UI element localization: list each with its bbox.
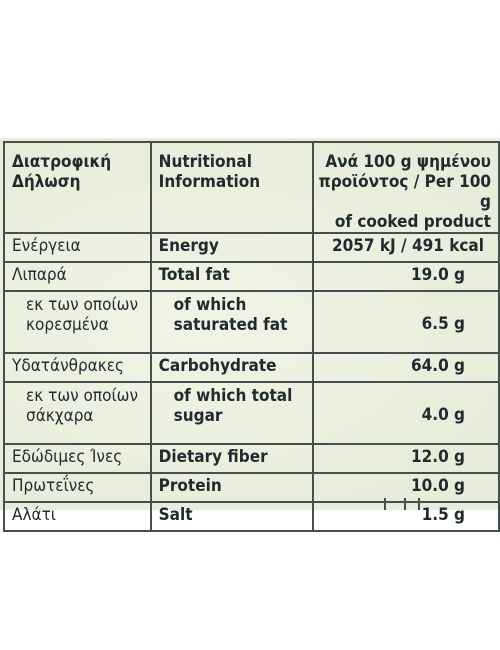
row-greek-label: Λιπαρά xyxy=(3,261,152,292)
header-greek: Διατροφική Δήλωση xyxy=(3,141,152,234)
header-per-100g: Ανά 100 g ψημένου προϊόντος / Per 100 g … xyxy=(311,141,500,234)
nutrition-table: Διατροφική Δήλωση Nutritional Informatio… xyxy=(3,141,500,532)
row-greek-label: Ενέργεια xyxy=(3,232,152,263)
row-english-label: of which saturated fat xyxy=(149,290,314,354)
table-row: Εδώδιμες Ίνες Dietary fiber 12.0 g xyxy=(3,443,500,474)
table-row: Λιπαρά Total fat 19.0 g xyxy=(3,261,500,292)
row-value: 6.5 g xyxy=(311,290,500,354)
print-mark xyxy=(384,498,386,510)
row-value: 1.5 g xyxy=(311,501,500,532)
table-row: Πρωτεΐνες Protein 10.0 g xyxy=(3,472,500,503)
row-english-label: Salt xyxy=(149,501,314,532)
row-english-label: of which total sugar xyxy=(149,381,314,445)
row-english-label: Total fat xyxy=(149,261,314,292)
table-row: εκ των οποίων κορεσμένα of which saturat… xyxy=(3,290,500,354)
row-value: 2057 kJ / 491 kcal xyxy=(311,232,500,263)
table-row: Υδατάνθρακες Carbohydrate 64.0 g xyxy=(3,352,500,383)
table-row: Αλάτι Salt 1.5 g xyxy=(3,501,500,532)
print-mark xyxy=(404,498,406,510)
row-greek-label: Εδώδιμες Ίνες xyxy=(3,443,152,474)
row-value: 19.0 g xyxy=(311,261,500,292)
row-greek-label: Αλάτι xyxy=(3,501,152,532)
table-row: Ενέργεια Energy 2057 kJ / 491 kcal xyxy=(3,232,500,263)
table-row: εκ των οποίων σάκχαρα of which total sug… xyxy=(3,381,500,445)
row-value: 64.0 g xyxy=(311,352,500,383)
table-header-row: Διατροφική Δήλωση Nutritional Informatio… xyxy=(3,141,500,234)
header-english: Nutritional Information xyxy=(149,141,314,234)
row-english-label: Energy xyxy=(149,232,314,263)
row-greek-label: εκ των οποίων κορεσμένα xyxy=(3,290,152,354)
row-greek-label: Υδατάνθρακες xyxy=(3,352,152,383)
row-english-label: Dietary fiber xyxy=(149,443,314,474)
row-value: 4.0 g xyxy=(311,381,500,445)
row-english-label: Protein xyxy=(149,472,314,503)
row-value: 12.0 g xyxy=(311,443,500,474)
row-greek-label: Πρωτεΐνες xyxy=(3,472,152,503)
row-english-label: Carbohydrate xyxy=(149,352,314,383)
row-value: 10.0 g xyxy=(311,472,500,503)
row-greek-label: εκ των οποίων σάκχαρα xyxy=(3,381,152,445)
print-mark xyxy=(418,498,420,510)
